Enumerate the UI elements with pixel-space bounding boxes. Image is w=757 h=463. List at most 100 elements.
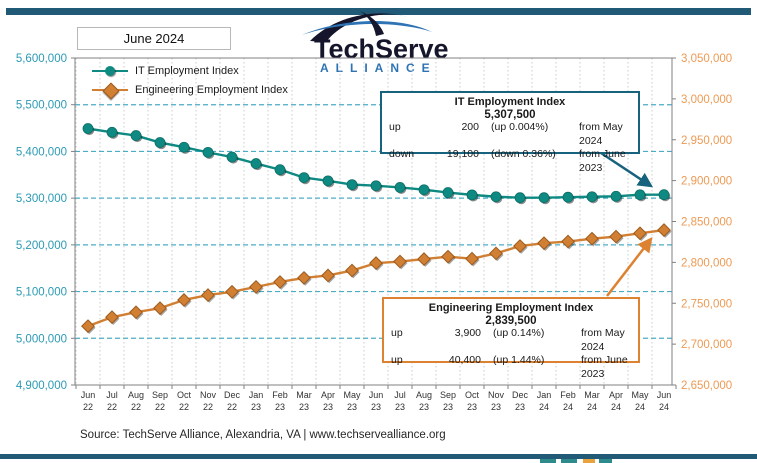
x-axis-label-month: May <box>631 390 649 400</box>
it-data-point <box>322 175 334 187</box>
x-axis-label-month: Mar <box>296 390 312 400</box>
it-data-point <box>250 158 262 169</box>
engineering-data-point <box>633 226 647 241</box>
x-axis-label-month: Jan <box>249 390 264 400</box>
x-axis-label-year: 23 <box>443 402 453 412</box>
x-axis-label-year: 23 <box>371 402 381 412</box>
x-axis-label-year: 22 <box>131 402 141 412</box>
it-data-point <box>394 181 406 193</box>
legend-label: IT Employment Index <box>135 64 239 77</box>
x-axis-label-month: Aug <box>416 390 432 400</box>
y-axis-label-right: 2,750,000 <box>681 298 732 310</box>
y-axis-label-right: 3,050,000 <box>681 53 732 65</box>
top-rule-bar <box>6 8 751 15</box>
engineering-data-point <box>345 263 359 278</box>
y-axis-label-right: 2,800,000 <box>681 257 732 269</box>
logo-swoosh-icon <box>302 11 432 42</box>
change-direction: down <box>389 148 415 160</box>
y-axis-label-right: 2,650,000 <box>681 380 732 392</box>
engineering-data-point <box>105 310 119 325</box>
it-data-point <box>418 184 430 196</box>
engineering-data-point <box>513 239 527 253</box>
change-period: from June 2023 <box>579 148 626 174</box>
engineering-data-point <box>225 284 239 299</box>
it-data-point <box>130 130 142 141</box>
x-axis-label-year: 24 <box>587 402 597 412</box>
x-axis-label-year: 23 <box>299 402 309 412</box>
y-axis-label-left: 5,100,000 <box>16 287 67 299</box>
engineering-data-point <box>441 249 455 264</box>
it-data-point <box>202 146 214 158</box>
chart-legend: IT Employment Index Engineering Employme… <box>92 61 302 99</box>
engineering-data-point <box>153 301 167 316</box>
x-axis-label-month: Sep <box>440 390 456 400</box>
x-axis-label-month: Nov <box>488 390 505 400</box>
x-axis-label-year: 23 <box>395 402 405 412</box>
y-axis-label-left: 5,500,000 <box>16 100 67 112</box>
x-axis-label-year: 23 <box>323 402 333 412</box>
engineering-data-point <box>321 268 335 283</box>
change-direction: up <box>391 327 403 339</box>
x-axis-label-month: Apr <box>609 390 623 400</box>
x-axis-label-month: Nov <box>200 390 217 400</box>
x-axis-label-month: Oct <box>465 390 480 400</box>
callout-row: up 40,400 (up 1.44%) from June 2023 <box>384 354 638 381</box>
x-axis-label-month: Jun <box>657 390 672 400</box>
source-attribution: Source: TechServe Alliance, Alexandria, … <box>80 429 446 441</box>
engineering-data-point <box>417 252 431 267</box>
callout-value: 5,307,500 <box>484 109 536 121</box>
it-data-point <box>82 123 94 134</box>
y-axis-label-left: 4,900,000 <box>16 380 67 392</box>
it-data-point <box>346 179 358 190</box>
x-axis-label-year: 22 <box>155 402 165 412</box>
x-axis-label-year: 23 <box>419 402 429 412</box>
report-date-box: June 2024 <box>77 27 231 50</box>
callout-title: IT Employment Index <box>454 96 566 108</box>
y-axis-label-left: 5,600,000 <box>16 53 67 65</box>
x-axis-label-year: 24 <box>563 402 573 412</box>
change-amount: 19,100 <box>446 148 479 160</box>
x-axis-label-month: Mar <box>584 390 600 400</box>
change-direction: up <box>389 121 401 133</box>
cutoff-graphic <box>540 459 556 463</box>
x-axis-label-month: Dec <box>224 390 241 400</box>
change-direction: up <box>391 354 403 366</box>
it-data-point <box>610 190 622 202</box>
bottom-rule-bar <box>0 454 757 459</box>
engineering-data-point <box>393 254 407 269</box>
it-callout-arrow <box>600 151 654 188</box>
engineering-data-point <box>201 288 215 303</box>
y-axis-label-left: 5,300,000 <box>16 193 67 205</box>
it-data-point <box>562 191 574 203</box>
change-period: from May 2024 <box>581 327 625 353</box>
engineering-data-point <box>465 251 479 266</box>
x-axis-label-month: Jul <box>106 390 118 400</box>
x-axis-label-month: Sep <box>152 390 168 400</box>
it-data-point <box>538 192 550 204</box>
cutoff-graphic <box>561 459 577 463</box>
cutoff-graphic <box>599 459 612 463</box>
x-axis-label-year: 22 <box>203 402 213 412</box>
x-axis-label-month: Dec <box>512 390 529 400</box>
change-period: from June 2023 <box>581 354 628 380</box>
x-axis-label-year: 22 <box>107 402 117 412</box>
it-data-point <box>466 189 478 201</box>
change-percent: (up 0.14%) <box>493 327 545 339</box>
engineering-data-point <box>537 236 551 251</box>
logo-subtitle: ALLIANCE <box>320 61 437 75</box>
change-percent: (down 0.36%) <box>491 148 556 160</box>
callout-value: 2,839,500 <box>485 315 537 327</box>
x-axis-label-year: 23 <box>251 402 261 412</box>
x-axis-label-year: 24 <box>635 402 645 412</box>
engineering-data-point <box>249 279 263 294</box>
legend-label: Engineering Employment Index <box>135 83 288 96</box>
it-data-point <box>658 189 670 201</box>
engineering-data-point <box>177 293 191 307</box>
it-data-point <box>634 189 646 201</box>
x-axis-label-month: Jun <box>81 390 96 400</box>
x-axis-label-month: Jun <box>369 390 384 400</box>
plot-border <box>74 57 673 386</box>
it-data-point <box>298 172 310 183</box>
it-data-point <box>442 187 454 198</box>
